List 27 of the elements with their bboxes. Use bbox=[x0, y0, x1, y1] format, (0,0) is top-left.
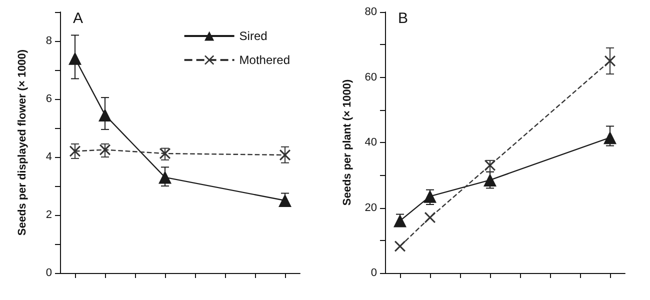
legend-label: Mothered bbox=[239, 53, 290, 67]
chart-title: A bbox=[73, 10, 84, 27]
point bbox=[394, 240, 406, 252]
y-tick-label: 2 bbox=[46, 209, 52, 221]
y-tick-label: 8 bbox=[46, 35, 52, 47]
point bbox=[604, 131, 616, 144]
legend-label: Sired bbox=[239, 29, 268, 43]
point bbox=[98, 108, 112, 122]
point bbox=[424, 212, 436, 224]
y-tick-label: 60 bbox=[364, 71, 377, 84]
y-tick-label: 4 bbox=[46, 151, 52, 163]
point bbox=[394, 214, 406, 228]
y-tick-label: 0 bbox=[370, 267, 377, 279]
y-axis-title: Seeds per plant (× 1000) bbox=[342, 79, 354, 206]
y-axis-title: Seeds per displayed flower (× 1000) bbox=[16, 49, 28, 236]
y-tick-label: 6 bbox=[46, 93, 52, 105]
y-tick-label: 0 bbox=[46, 267, 52, 279]
point bbox=[68, 52, 82, 65]
y-tick-label: 80 bbox=[364, 6, 377, 18]
chart-title: B bbox=[398, 10, 408, 27]
point bbox=[280, 149, 290, 160]
y-tick-label: 20 bbox=[364, 202, 377, 214]
y-tick-label: 40 bbox=[364, 136, 377, 148]
point bbox=[158, 170, 172, 184]
point bbox=[604, 55, 616, 66]
point bbox=[70, 146, 80, 157]
point bbox=[484, 174, 496, 187]
